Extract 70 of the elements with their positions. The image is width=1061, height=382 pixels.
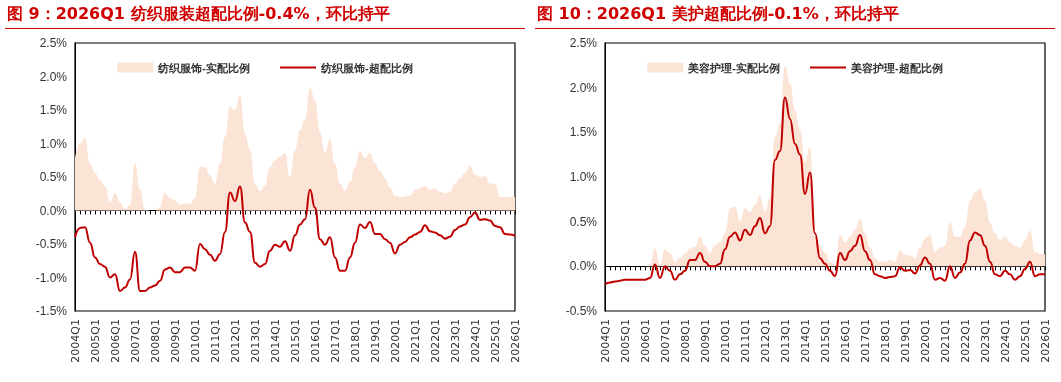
chart-title: 图 9：2026Q1 纺织服装超配比例-0.4%，环比持平 [5, 0, 525, 29]
y-tick-label: 2.5% [569, 36, 598, 50]
x-tick-label: 2025Q1 [1018, 319, 1032, 363]
y-tick-label: 1.5% [39, 103, 68, 117]
x-tick-label: 2011Q1 [738, 319, 752, 363]
x-tick-label: 2012Q1 [758, 319, 772, 363]
x-tick-label: 2018Q1 [348, 319, 362, 363]
x-tick-label: 2004Q1 [598, 319, 612, 363]
x-tick-label: 2019Q1 [898, 319, 912, 363]
x-tick-label: 2015Q1 [818, 319, 832, 363]
x-tick-label: 2005Q1 [88, 319, 102, 363]
x-tick-label: 2016Q1 [308, 319, 322, 363]
x-tick-label: 2024Q1 [998, 319, 1012, 363]
x-tick-label: 2020Q1 [388, 319, 402, 363]
x-tick-label: 2026Q1 [1038, 319, 1052, 363]
x-tick-label: 2013Q1 [778, 319, 792, 363]
x-tick-label: 2004Q1 [68, 319, 82, 363]
x-tick-label: 2009Q1 [698, 319, 712, 363]
x-tick-label: 2022Q1 [958, 319, 972, 363]
x-tick-label: 2015Q1 [288, 319, 302, 363]
x-tick-label: 2010Q1 [188, 319, 202, 363]
x-tick-label: 2020Q1 [918, 319, 932, 363]
x-tick-label: 2010Q1 [718, 319, 732, 363]
y-tick-label: 1.0% [39, 136, 68, 151]
legend-label: 美容护理-实配比例 [687, 61, 781, 74]
y-tick-label: 0.0% [39, 203, 68, 218]
x-tick-label: 2023Q1 [448, 319, 462, 363]
line-series [74, 185, 516, 292]
x-tick-label: 2017Q1 [328, 319, 342, 363]
y-tick-label: 2.0% [39, 69, 68, 84]
y-tick-label: 2.0% [569, 80, 598, 95]
y-tick-label: 0.0% [569, 259, 598, 274]
x-tick-label: 2013Q1 [248, 319, 262, 363]
legend-label: 纺织服饰-超配比例 [320, 61, 413, 74]
x-tick-label: 2021Q1 [938, 319, 952, 363]
x-tick-label: 2006Q1 [108, 319, 122, 363]
x-tick-label: 2023Q1 [978, 319, 992, 363]
x-tick-label: 2024Q1 [468, 319, 482, 363]
x-tick-label: 2025Q1 [488, 319, 502, 363]
line-series [604, 96, 1046, 286]
x-tick-label: 2014Q1 [268, 319, 282, 363]
chart-title: 图 10：2026Q1 美护超配比例-0.1%，环比持平 [535, 0, 1055, 29]
x-tick-label: 2014Q1 [798, 319, 812, 363]
x-tick-label: 2005Q1 [618, 319, 632, 363]
x-tick-label: 2007Q1 [128, 319, 142, 363]
x-tick-label: 2007Q1 [658, 319, 672, 363]
y-tick-label: 2.5% [39, 36, 68, 50]
legend-label: 美容护理-超配比例 [850, 61, 943, 74]
x-tick-label: 2011Q1 [208, 319, 222, 363]
y-tick-label: 1.0% [569, 170, 598, 184]
x-tick-label: 2016Q1 [838, 319, 852, 363]
x-tick-label: 2009Q1 [168, 319, 182, 363]
x-tick-label: 2012Q1 [228, 319, 242, 363]
x-tick-label: 2017Q1 [858, 319, 872, 363]
y-tick-label: -1.5% [35, 304, 68, 318]
x-tick-label: 2008Q1 [678, 319, 692, 363]
y-tick-label: -0.5% [35, 237, 68, 251]
x-tick-label: 2022Q1 [428, 319, 442, 363]
y-tick-label: 0.5% [39, 170, 68, 184]
x-tick-label: 2018Q1 [878, 319, 892, 363]
x-tick-label: 2026Q1 [508, 319, 522, 363]
x-tick-label: 2008Q1 [148, 319, 162, 363]
x-tick-label: 2019Q1 [368, 319, 382, 363]
x-tick-label: 2021Q1 [408, 319, 422, 363]
y-tick-label: -0.5% [565, 304, 598, 318]
y-tick-label: -1.0% [35, 270, 68, 285]
legend-label: 纺织服饰-实配比例 [157, 61, 251, 74]
y-tick-label: 1.5% [569, 125, 598, 140]
x-tick-label: 2006Q1 [638, 319, 652, 363]
y-tick-label: 0.5% [569, 214, 598, 229]
